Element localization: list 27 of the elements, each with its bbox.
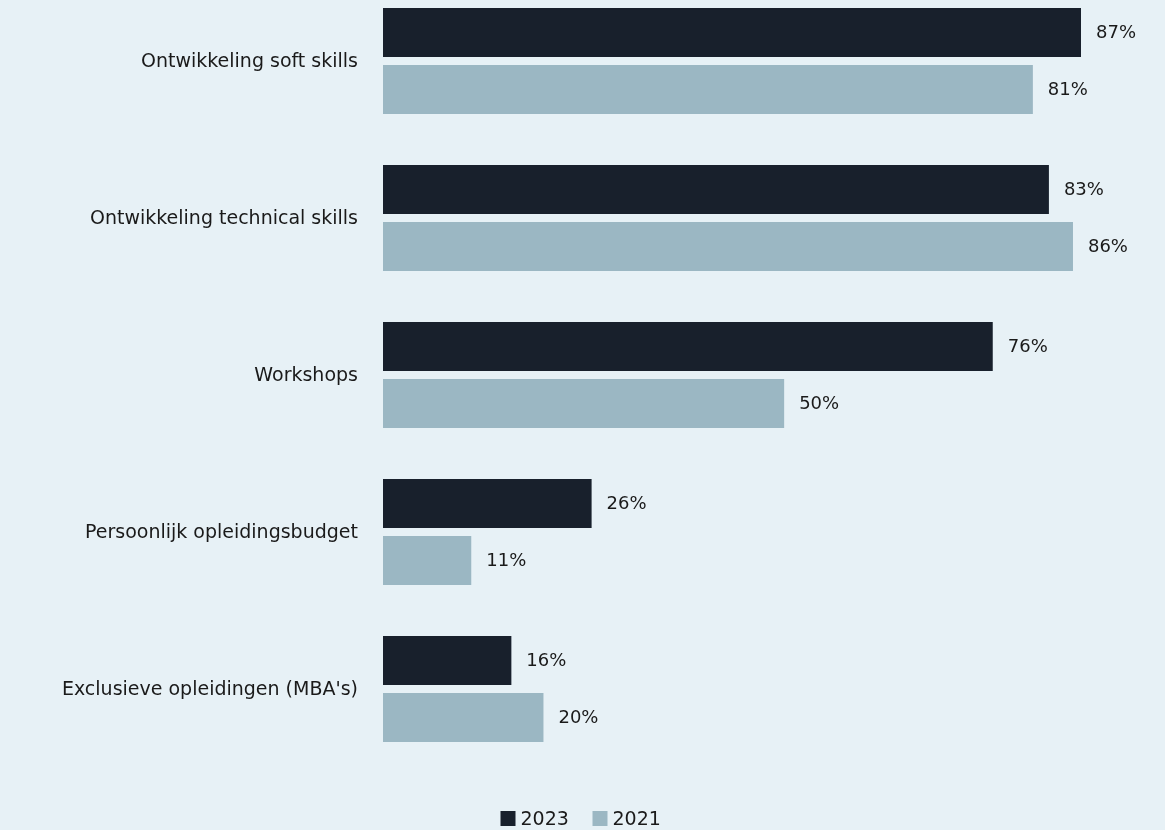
bar <box>383 536 472 585</box>
data-label: 20% <box>558 705 599 727</box>
data-label: 50% <box>799 391 840 413</box>
data-label: 86% <box>1087 234 1128 256</box>
bar <box>383 8 1081 57</box>
bar <box>383 479 592 528</box>
legend-label: 2021 <box>612 806 661 829</box>
data-label: 83% <box>1063 177 1104 199</box>
data-label: 87% <box>1096 20 1137 42</box>
y-tick-label: Ontwikkeling soft skills <box>141 48 358 71</box>
y-tick-label: Workshops <box>254 362 358 385</box>
bar <box>383 222 1073 271</box>
y-tick-label: Persoonlijk opleidingsbudget <box>85 519 358 542</box>
bar <box>383 636 512 685</box>
data-label: 81% <box>1047 77 1088 99</box>
data-label: 76% <box>1007 334 1048 356</box>
bar <box>383 379 785 428</box>
bar <box>383 165 1049 214</box>
bar <box>383 322 993 371</box>
bar <box>383 693 544 742</box>
data-label: 16% <box>526 648 567 670</box>
y-tick-label: Ontwikkeling technical skills <box>90 205 358 228</box>
y-tick-label: Exclusieve opleidingen (MBA's) <box>61 676 358 699</box>
data-label: 11% <box>486 548 527 570</box>
data-label: 26% <box>606 491 647 513</box>
legend-label: 2023 <box>520 806 569 829</box>
bar <box>383 65 1033 114</box>
